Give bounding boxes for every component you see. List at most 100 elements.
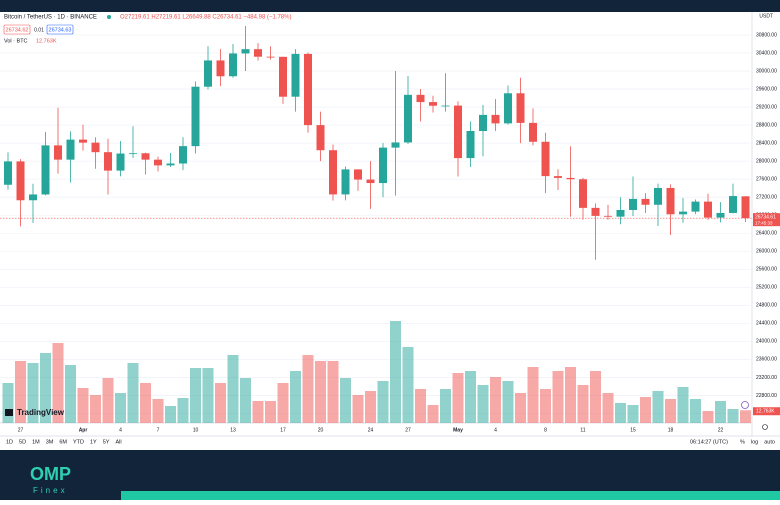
x-tick-label: 27 — [18, 427, 24, 433]
candle-body — [616, 209, 625, 217]
x-tick-label: 17 — [280, 427, 286, 433]
candle-body — [16, 161, 25, 201]
last-price-label: 26734.61 — [755, 214, 776, 220]
candle-body — [291, 53, 300, 97]
x-tick-label: 22 — [718, 427, 724, 433]
range-button[interactable]: 5D — [19, 439, 26, 445]
candle-body — [416, 94, 425, 103]
y-tick-label: 26000.00 — [756, 249, 777, 255]
range-button[interactable]: 1Y — [90, 439, 97, 445]
range-button[interactable]: 1D — [6, 439, 13, 445]
range-button[interactable]: 1M — [32, 439, 40, 445]
x-tick-label: 11 — [580, 427, 585, 433]
buy-button[interactable] — [46, 24, 74, 35]
x-tick-label: 18 — [668, 427, 674, 433]
candle-body — [554, 176, 562, 178]
candle-body — [104, 152, 112, 171]
volume-label-box — [753, 407, 780, 416]
volume-bar — [327, 361, 339, 423]
candle-body — [129, 153, 137, 155]
candle-body — [404, 94, 412, 143]
candle-body — [504, 93, 512, 124]
buy-price[interactable]: 26734.63 — [49, 27, 72, 33]
y-tick-label: 30800.00 — [756, 32, 777, 38]
candle-body — [679, 211, 687, 215]
candle-body — [491, 114, 500, 124]
range-button[interactable]: 5Y — [103, 439, 110, 445]
candle-body — [666, 187, 675, 215]
x-tick-label: 4 — [119, 427, 122, 433]
volume-bar — [290, 371, 301, 423]
candle-body — [541, 141, 550, 177]
volume-bar — [265, 401, 276, 423]
y-tick-label: 27600.00 — [756, 176, 777, 182]
y-tick-label: 28800.00 — [756, 122, 777, 128]
y-tick-label: 30000.00 — [756, 68, 777, 74]
x-tick-label: 13 — [230, 427, 236, 433]
symbol-title: Bitcoin / TetherUS · 1D · BINANCE — [4, 15, 97, 21]
range-button[interactable]: 6M — [59, 439, 67, 445]
footer-accent — [121, 491, 780, 500]
candle-body — [116, 153, 125, 171]
volume-bar — [502, 381, 514, 423]
x-tick-label: 20 — [318, 427, 324, 433]
x-tick-label: 27 — [405, 427, 411, 433]
ohlc-legend: O27219.61 H27219.61 L26649.88 C26734.61 … — [120, 15, 291, 21]
candle-body — [179, 146, 187, 164]
volume-bar — [252, 401, 264, 423]
candle-body — [29, 194, 37, 201]
volume-label: 12.763K — [756, 409, 775, 415]
x-tick-label: 24 — [368, 427, 374, 433]
candle-body — [204, 60, 212, 87]
candle-body — [341, 169, 350, 195]
y-tick-label: 24800.00 — [756, 303, 777, 309]
volume-bar — [390, 321, 401, 423]
event-icon[interactable] — [741, 401, 749, 409]
sell-button[interactable] — [3, 24, 31, 35]
volume-bar — [2, 383, 14, 423]
volume-legend-value: 12.763K — [36, 38, 57, 44]
volume-bar — [577, 385, 589, 423]
candle-body — [454, 105, 462, 159]
last-price-box — [753, 213, 780, 227]
volume-bar — [77, 388, 89, 423]
candle-body — [366, 179, 375, 184]
volume-bar — [240, 378, 251, 423]
volume-bar — [677, 387, 689, 423]
candle-body — [141, 153, 150, 160]
candle-body — [466, 131, 475, 159]
candle-body — [41, 145, 50, 195]
scale-button[interactable]: log — [751, 439, 758, 445]
countdown: 17:45:33 — [755, 220, 773, 225]
candle-body — [654, 187, 662, 205]
settings-icon[interactable] — [762, 424, 768, 430]
volume-bar — [377, 381, 389, 423]
x-tick-label: 8 — [544, 427, 547, 433]
range-button[interactable]: 3M — [46, 439, 54, 445]
volume-bar — [477, 385, 489, 423]
range-button[interactable]: All — [115, 439, 121, 445]
candle-body — [241, 49, 250, 54]
x-tick-label: 10 — [193, 427, 199, 433]
y-tick-label: 29200.00 — [756, 104, 777, 110]
y-tick-label: 26400.00 — [756, 231, 777, 237]
scale-button[interactable]: auto — [764, 439, 775, 445]
candle-body — [579, 179, 587, 208]
sell-price[interactable]: 26734.62 — [6, 27, 29, 33]
volume-bar — [465, 371, 476, 423]
y-tick-label: 25600.00 — [756, 267, 777, 273]
volume-bar — [152, 399, 164, 423]
volume-bar — [165, 406, 176, 423]
scale-button[interactable]: % — [740, 439, 745, 445]
currency: USDT — [759, 13, 773, 19]
candle-body — [516, 93, 525, 123]
volume-bar — [302, 355, 314, 423]
range-button[interactable]: YTD — [73, 439, 84, 445]
spread: 0.01 — [34, 27, 44, 33]
top-bar — [0, 0, 780, 12]
candle-body — [691, 201, 700, 212]
volume-bar — [115, 393, 126, 423]
candle-body — [729, 196, 737, 213]
volume-bar — [27, 363, 39, 423]
